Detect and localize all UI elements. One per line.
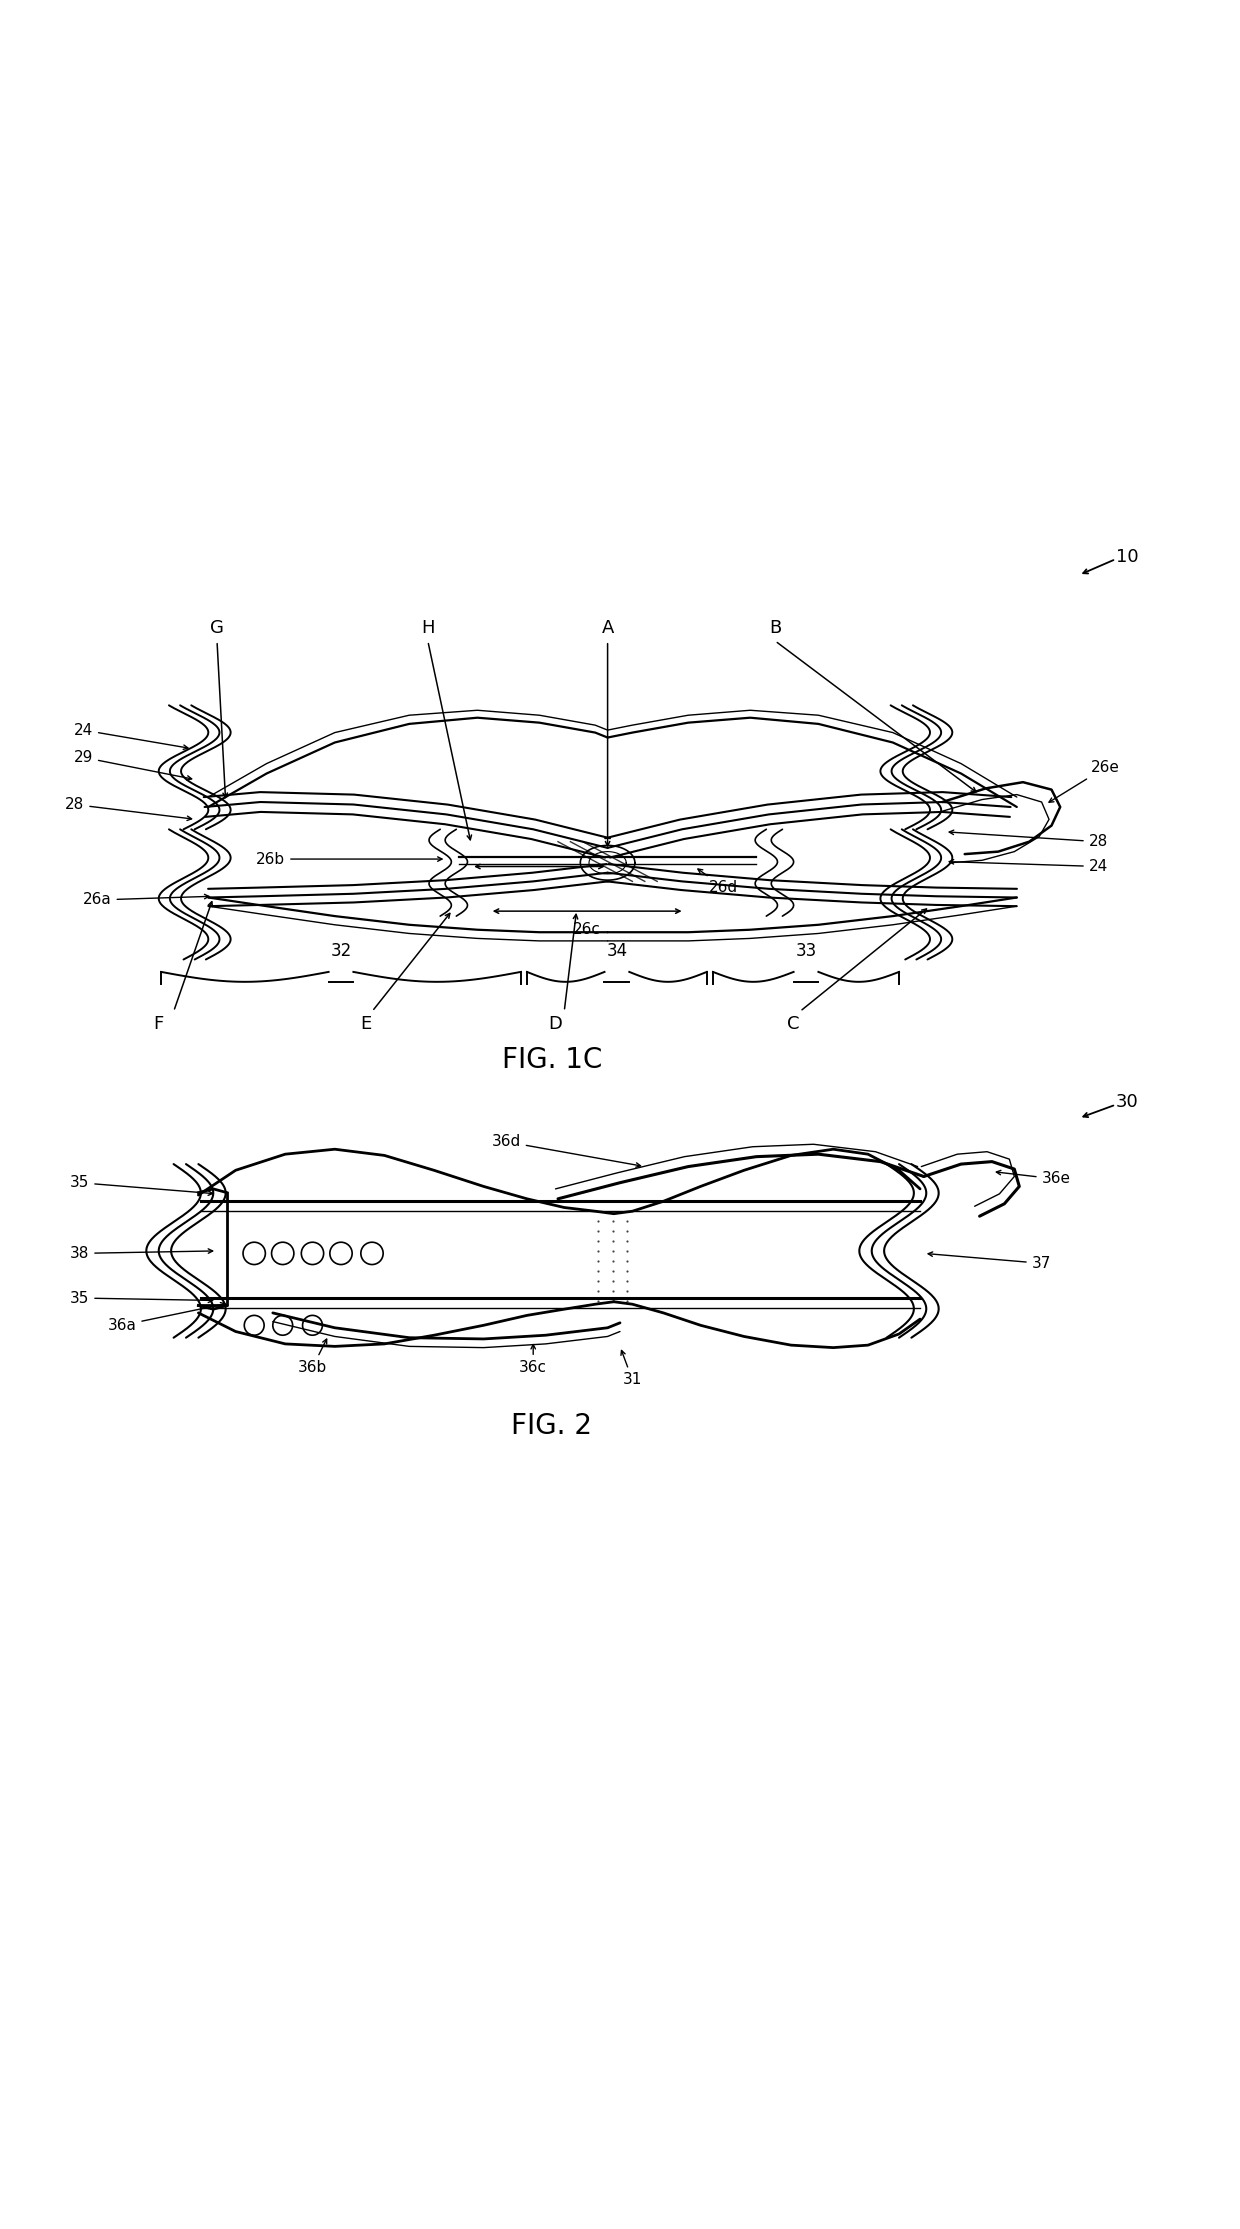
Text: FIG. 1C: FIG. 1C — [502, 1045, 601, 1074]
Text: FIG. 2: FIG. 2 — [511, 1413, 593, 1440]
Text: 36a: 36a — [108, 1302, 226, 1333]
Text: D: D — [548, 1014, 563, 1034]
Text: 37: 37 — [928, 1253, 1052, 1271]
Text: 31: 31 — [621, 1351, 642, 1386]
Text: 34: 34 — [606, 941, 627, 958]
Text: 38: 38 — [69, 1246, 213, 1262]
Text: 36e: 36e — [996, 1170, 1070, 1186]
Text: H: H — [422, 620, 434, 637]
Text: 36b: 36b — [298, 1340, 327, 1375]
Text: B: B — [769, 620, 781, 637]
Text: 30: 30 — [1116, 1092, 1138, 1110]
Text: C: C — [787, 1014, 800, 1034]
Text: 26a: 26a — [83, 892, 210, 907]
Text: 24: 24 — [949, 858, 1109, 874]
Text: 10: 10 — [1116, 548, 1138, 566]
Text: 26d: 26d — [698, 869, 738, 896]
Text: 35: 35 — [69, 1291, 213, 1306]
Text: 33: 33 — [795, 941, 817, 958]
Text: G: G — [210, 620, 224, 637]
Text: 32: 32 — [330, 941, 352, 958]
Text: 36d: 36d — [491, 1135, 641, 1168]
Text: E: E — [360, 1014, 372, 1034]
Text: 28: 28 — [64, 798, 192, 820]
Text: 26c: 26c — [573, 923, 600, 938]
Text: 26b: 26b — [257, 851, 443, 867]
Text: 36c: 36c — [520, 1344, 547, 1375]
Text: 26e: 26e — [1049, 760, 1120, 802]
Text: 28: 28 — [949, 829, 1109, 849]
Text: 29: 29 — [73, 749, 192, 780]
Text: F: F — [154, 1014, 164, 1034]
Text: 35: 35 — [69, 1175, 213, 1195]
Text: A: A — [601, 620, 614, 637]
Text: 24: 24 — [73, 722, 188, 749]
